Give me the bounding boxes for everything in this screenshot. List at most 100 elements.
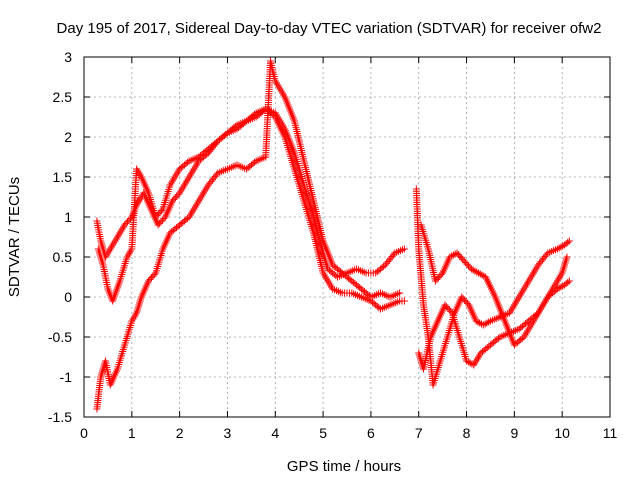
data-point xyxy=(126,215,134,223)
data-point xyxy=(434,274,442,282)
data-point xyxy=(154,221,162,229)
data-point xyxy=(152,213,160,221)
data-point xyxy=(231,122,239,130)
data-point xyxy=(461,296,469,304)
data-point xyxy=(475,269,482,277)
data-point xyxy=(468,360,476,368)
data-point xyxy=(476,270,484,278)
x-tick-label: 8 xyxy=(463,425,471,441)
x-tick-label: 1 xyxy=(128,425,136,441)
data-point xyxy=(462,298,470,306)
data-point xyxy=(122,219,130,227)
data-point xyxy=(160,215,168,223)
data-point xyxy=(436,272,444,280)
data-points xyxy=(93,57,573,413)
series-track-a xyxy=(93,105,408,281)
x-tick-label: 4 xyxy=(271,425,279,441)
y-tick-label: 2.5 xyxy=(53,89,73,105)
data-point xyxy=(153,211,161,219)
data-point xyxy=(463,260,471,268)
series-track-b xyxy=(94,105,408,313)
data-point xyxy=(464,358,472,366)
data-point xyxy=(485,318,493,326)
x-tick-label: 2 xyxy=(176,425,184,441)
data-point xyxy=(155,210,163,218)
data-point xyxy=(157,207,165,215)
data-point xyxy=(437,271,445,279)
x-tick-label: 7 xyxy=(415,425,423,441)
data-point xyxy=(173,192,181,200)
data-point xyxy=(156,219,164,227)
data-point xyxy=(446,253,454,261)
x-tick-label: 6 xyxy=(367,425,375,441)
data-point xyxy=(464,299,472,307)
data-point xyxy=(150,271,158,279)
data-point xyxy=(555,244,563,252)
data-point xyxy=(442,303,450,311)
plot-frame xyxy=(83,56,611,418)
data-point xyxy=(121,221,129,229)
data-point xyxy=(460,257,468,265)
y-tick-label: -1 xyxy=(60,369,73,385)
data-point xyxy=(431,277,439,285)
data-point xyxy=(396,289,404,297)
x-tick-label: 9 xyxy=(510,425,518,441)
x-axis-title: GPS time / hours xyxy=(287,458,401,475)
data-point xyxy=(156,208,164,216)
data-point xyxy=(451,250,459,258)
y-tick-label: 1.5 xyxy=(53,169,73,185)
data-point xyxy=(170,195,178,203)
data-point xyxy=(251,158,259,166)
data-point xyxy=(171,194,179,202)
x-tick-label: 10 xyxy=(554,425,570,441)
data-point xyxy=(564,278,572,286)
data-point xyxy=(124,218,132,226)
data-point xyxy=(380,262,388,270)
data-point xyxy=(483,319,491,327)
data-point xyxy=(481,320,489,328)
series-track-f xyxy=(417,221,571,349)
data-point xyxy=(453,249,461,257)
data-point xyxy=(464,262,472,270)
y-tick-label: 3 xyxy=(64,49,72,65)
data-point xyxy=(458,293,466,301)
y-tick-label: -0.5 xyxy=(48,329,72,345)
data-point xyxy=(168,197,176,205)
data-point xyxy=(467,265,475,273)
y-axis-title: SDTVAR / TECUs xyxy=(6,177,23,297)
data-point xyxy=(473,268,481,276)
data-point xyxy=(469,266,477,274)
x-tick-label: 0 xyxy=(80,425,88,441)
x-tick-labels: 0 1 2 3 4 5 6 7 8 9 10 11 xyxy=(80,425,617,441)
data-point xyxy=(158,216,166,224)
data-point xyxy=(145,277,153,285)
data-point xyxy=(476,319,484,327)
data-point xyxy=(494,334,502,342)
data-point xyxy=(478,271,486,279)
data-point xyxy=(557,283,565,291)
data-point xyxy=(444,304,452,312)
grid-lines xyxy=(84,57,610,417)
data-point xyxy=(557,243,565,251)
y-tick-labels: -1.5 -1 -0.5 0 0.5 1 1.5 2 2.5 3 xyxy=(48,49,72,425)
data-point xyxy=(146,275,154,283)
data-point xyxy=(447,307,455,315)
series-track-c xyxy=(93,57,404,413)
data-point xyxy=(174,191,182,199)
data-point xyxy=(553,245,561,253)
y-tick-label: 1 xyxy=(64,209,72,225)
data-point xyxy=(400,245,408,253)
chart-title: Day 195 of 2017, Sidereal Day-to-day VTE… xyxy=(57,20,602,37)
data-point xyxy=(445,306,453,314)
data-point xyxy=(441,301,449,309)
data-point xyxy=(459,255,467,263)
data-point xyxy=(462,259,470,267)
x-tick-label: 3 xyxy=(224,425,232,441)
data-point xyxy=(479,321,487,329)
data-point xyxy=(448,252,456,260)
y-tick-label: 0.5 xyxy=(53,249,73,265)
data-point xyxy=(149,272,157,280)
data-point xyxy=(474,318,482,326)
